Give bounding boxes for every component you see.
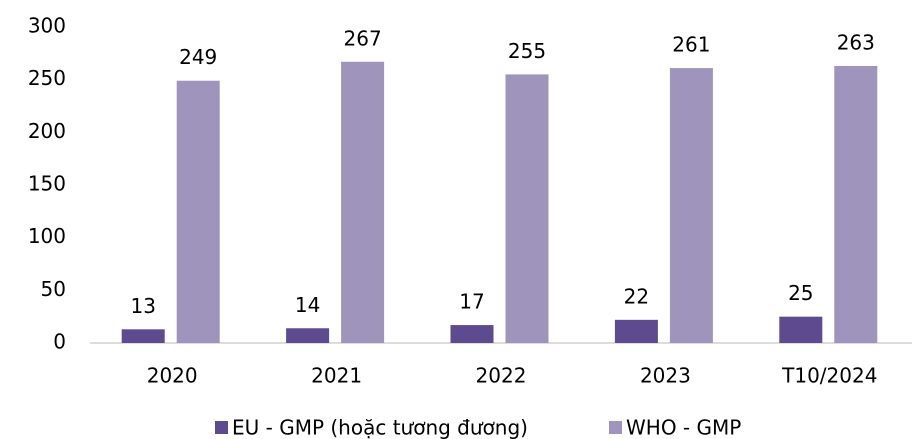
x-tick-label: 2020: [147, 364, 198, 388]
y-tick-label: 150: [28, 172, 66, 196]
legend-swatch: [609, 421, 622, 434]
bar: [286, 328, 330, 343]
bar: [779, 316, 823, 343]
data-label: 14: [295, 293, 320, 317]
data-label: 25: [788, 281, 813, 305]
x-tick-label: 2021: [311, 364, 362, 388]
bar: [505, 74, 549, 344]
bar: [450, 325, 494, 343]
bar: [341, 61, 385, 343]
y-tick-label: 50: [41, 277, 66, 301]
data-label: 267: [344, 26, 382, 50]
bar: [121, 329, 165, 343]
x-tick-label: 2022: [476, 364, 527, 388]
data-label: 22: [624, 284, 649, 308]
data-label: 261: [672, 33, 710, 57]
bar: [834, 65, 878, 344]
y-tick-label: 200: [28, 119, 66, 143]
bar: [614, 319, 658, 343]
bar: [176, 80, 220, 343]
legend-swatch: [215, 421, 228, 434]
y-tick-label: 0: [53, 330, 66, 354]
data-label: 263: [837, 30, 875, 54]
y-tick-label: 250: [28, 66, 66, 90]
data-label: 13: [130, 294, 155, 318]
legend-label: WHO - GMP: [626, 416, 741, 439]
x-tick-label: T10/2024: [781, 364, 877, 388]
data-label: 255: [508, 39, 546, 63]
bar: [669, 68, 713, 343]
data-label: 249: [179, 45, 217, 69]
y-tick-label: 100: [28, 224, 66, 248]
legend-label: EU - GMP (hoặc tương đương): [232, 416, 528, 439]
x-tick-label: 2023: [640, 364, 691, 388]
y-tick-label: 300: [28, 14, 66, 38]
data-label: 17: [459, 290, 484, 314]
